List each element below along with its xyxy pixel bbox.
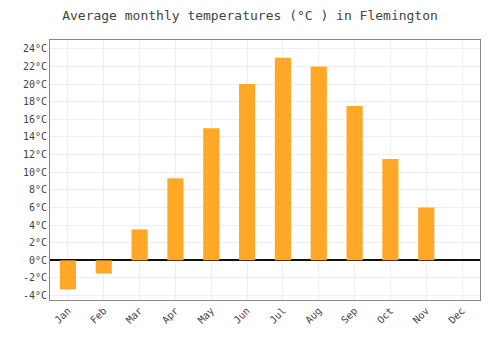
svg-text:6°C: 6°C xyxy=(29,202,47,213)
svg-text:Dec: Dec xyxy=(446,305,467,326)
svg-text:18°C: 18°C xyxy=(23,96,47,107)
svg-text:4°C: 4°C xyxy=(29,220,47,231)
svg-text:Feb: Feb xyxy=(88,305,109,326)
svg-text:Sep: Sep xyxy=(339,305,360,326)
svg-text:20°C: 20°C xyxy=(23,79,47,90)
svg-text:8°C: 8°C xyxy=(29,184,47,195)
svg-text:Oct: Oct xyxy=(375,305,396,326)
svg-text:12°C: 12°C xyxy=(23,149,47,160)
svg-text:22°C: 22°C xyxy=(23,61,47,72)
svg-text:Nov: Nov xyxy=(411,305,432,326)
svg-text:24°C: 24°C xyxy=(23,43,47,54)
svg-text:May: May xyxy=(196,305,217,326)
svg-text:10°C: 10°C xyxy=(23,167,47,178)
svg-text:Aug: Aug xyxy=(303,305,324,326)
svg-text:Mar: Mar xyxy=(124,305,145,326)
svg-text:2°C: 2°C xyxy=(29,237,47,248)
svg-text:16°C: 16°C xyxy=(23,114,47,125)
svg-text:Jun: Jun xyxy=(231,305,252,326)
svg-text:0°C: 0°C xyxy=(29,255,47,266)
svg-text:-4°C: -4°C xyxy=(23,290,47,301)
svg-text:Jul: Jul xyxy=(267,305,288,326)
svg-text:Jan: Jan xyxy=(52,305,73,326)
svg-text:Apr: Apr xyxy=(160,305,181,326)
svg-text:-2°C: -2°C xyxy=(23,272,47,283)
svg-text:14°C: 14°C xyxy=(23,131,47,142)
svg-text:Average monthly temperatures (: Average monthly temperatures (°C ) in Fl… xyxy=(62,8,438,23)
